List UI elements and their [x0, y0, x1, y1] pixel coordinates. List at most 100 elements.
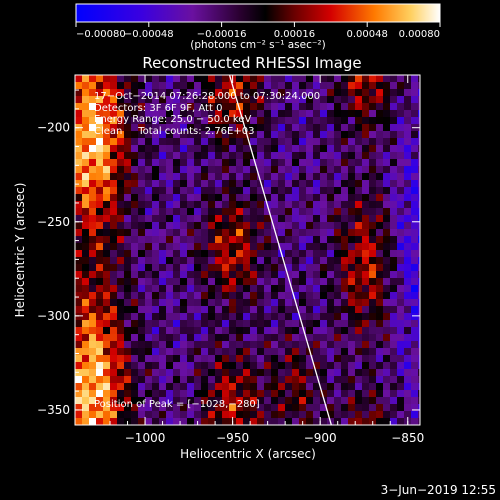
heatmap-cell [173, 103, 180, 110]
heatmap-cell [145, 397, 152, 404]
heatmap-cell [306, 173, 313, 180]
heatmap-cell [110, 271, 117, 278]
heatmap-cell [124, 180, 131, 187]
heatmap-cell [229, 313, 236, 320]
heatmap-cell [285, 271, 292, 278]
heatmap-cell [278, 124, 285, 131]
heatmap-cell [159, 201, 166, 208]
heatmap-cell [390, 411, 397, 418]
heatmap-cell [334, 236, 341, 243]
heatmap-cell [362, 222, 369, 229]
heatmap-cell [187, 376, 194, 383]
heatmap-cell [278, 299, 285, 306]
heatmap-cell [89, 243, 96, 250]
heatmap-cell [215, 369, 222, 376]
heatmap-cell [236, 145, 243, 152]
heatmap-cell [201, 341, 208, 348]
heatmap-cell [243, 404, 250, 411]
heatmap-cell [180, 376, 187, 383]
heatmap-cell [180, 208, 187, 215]
heatmap-cell [152, 117, 159, 124]
heatmap-cell [117, 334, 124, 341]
heatmap-cell [271, 404, 278, 411]
heatmap-cell [194, 82, 201, 89]
heatmap-cell [194, 327, 201, 334]
heatmap-cell [75, 166, 82, 173]
heatmap-cell [341, 180, 348, 187]
heatmap-cell [376, 348, 383, 355]
heatmap-cell [103, 299, 110, 306]
heatmap-cell [418, 82, 420, 89]
heatmap-cell [117, 243, 124, 250]
heatmap-cell [236, 271, 243, 278]
heatmap-cell [159, 145, 166, 152]
heatmap-cell [75, 75, 82, 82]
heatmap-cell [355, 320, 362, 327]
heatmap-cell [383, 250, 390, 257]
heatmap-cell [152, 292, 159, 299]
heatmap-cell [397, 313, 404, 320]
heatmap-cell [306, 411, 313, 418]
heatmap-cell [243, 397, 250, 404]
heatmap-cell [124, 341, 131, 348]
heatmap-cell [341, 236, 348, 243]
heatmap-cell [397, 180, 404, 187]
heatmap-cell [299, 264, 306, 271]
heatmap-cell [264, 229, 271, 236]
heatmap-cell [222, 341, 229, 348]
heatmap-cell [320, 159, 327, 166]
heatmap-cell [250, 103, 257, 110]
heatmap-cell [215, 250, 222, 257]
heatmap-cell [383, 257, 390, 264]
heatmap-cell [383, 397, 390, 404]
heatmap-cell [180, 110, 187, 117]
heatmap-cell [194, 166, 201, 173]
heatmap-cell [327, 145, 334, 152]
heatmap-cell [103, 103, 110, 110]
heatmap-cell [166, 222, 173, 229]
heatmap-cell [355, 404, 362, 411]
heatmap-cell [355, 166, 362, 173]
heatmap-cell [271, 236, 278, 243]
heatmap-cell [187, 306, 194, 313]
heatmap-cell [110, 124, 117, 131]
heatmap-cell [159, 257, 166, 264]
heatmap-cell [390, 299, 397, 306]
heatmap-cell [418, 327, 420, 334]
heatmap-cell [82, 103, 89, 110]
heatmap-cell [404, 159, 411, 166]
heatmap-cell [208, 313, 215, 320]
heatmap-cell [292, 390, 299, 397]
heatmap-cell [131, 173, 138, 180]
heatmap-cell [411, 341, 418, 348]
heatmap-cell [103, 124, 110, 131]
heatmap-cell [404, 208, 411, 215]
heatmap-cell [404, 292, 411, 299]
heatmap-cell [404, 138, 411, 145]
heatmap-cell [278, 180, 285, 187]
heatmap-cell [208, 411, 215, 418]
heatmap-cell [229, 166, 236, 173]
heatmap-cell [75, 278, 82, 285]
heatmap-cell [285, 278, 292, 285]
heatmap-cell [250, 236, 257, 243]
heatmap-cell [138, 75, 145, 82]
heatmap-cell [320, 362, 327, 369]
heatmap-cell [117, 75, 124, 82]
heatmap-cell [411, 418, 418, 425]
heatmap-cell [215, 355, 222, 362]
heatmap-cell [89, 124, 96, 131]
heatmap-cell [285, 362, 292, 369]
heatmap-cell [348, 215, 355, 222]
heatmap-cell [89, 173, 96, 180]
heatmap-cell [397, 404, 404, 411]
heatmap-cell [397, 250, 404, 257]
heatmap-cell [292, 166, 299, 173]
heatmap-cell [264, 285, 271, 292]
heatmap-cell [117, 89, 124, 96]
colorbar-tick-label: 0.00048 [347, 29, 388, 40]
heatmap-cell [383, 103, 390, 110]
heatmap-cell [145, 110, 152, 117]
heatmap-cell [173, 299, 180, 306]
heatmap-cell [383, 418, 390, 425]
